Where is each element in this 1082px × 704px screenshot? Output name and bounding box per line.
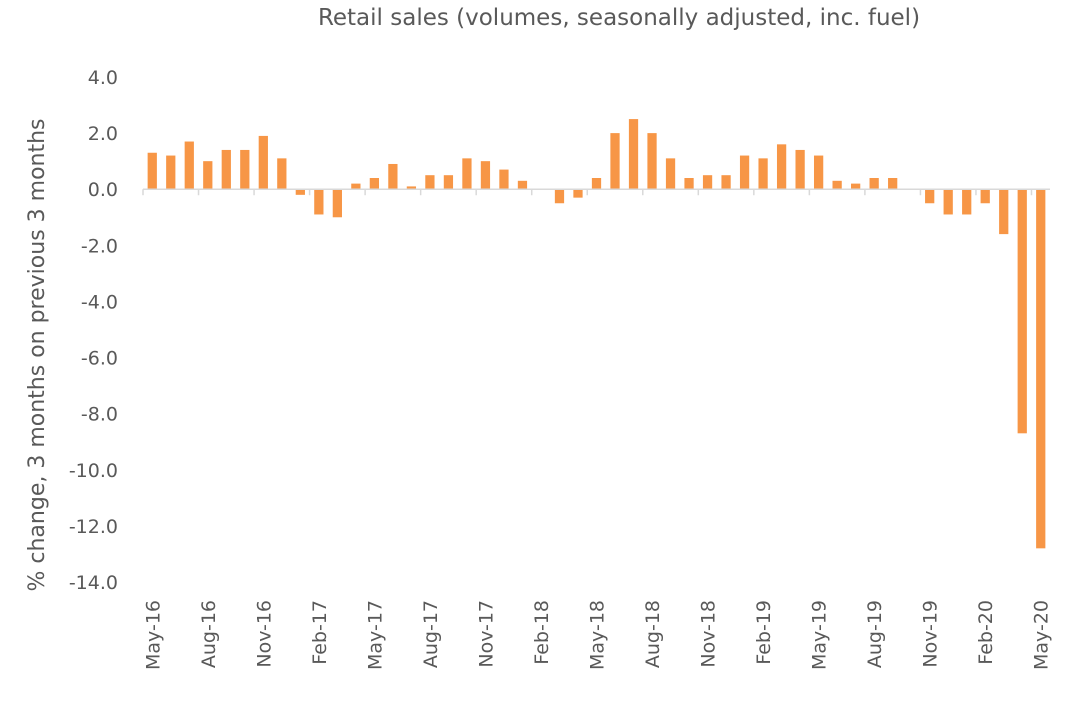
bar-aug-19 — [869, 178, 879, 190]
bar-feb-20 — [980, 189, 990, 204]
x-tick-label: Nov-17 — [475, 600, 497, 668]
x-tick-label: Nov-18 — [698, 600, 720, 668]
bar-apr-17 — [351, 183, 361, 190]
x-tick-label: May-16 — [142, 600, 164, 670]
bar-aug-18 — [647, 133, 657, 190]
y-tick-label: 4.0 — [88, 67, 118, 89]
bar-jun-18 — [610, 133, 620, 190]
bar-feb-17 — [314, 189, 324, 215]
bar-jan-20 — [962, 189, 972, 215]
bar-feb-19 — [758, 158, 768, 190]
chart-title: Retail sales (volumes, seasonally adjust… — [318, 5, 920, 31]
bar-apr-20 — [1017, 189, 1027, 434]
x-tick-label: Nov-16 — [253, 600, 275, 668]
bar-nov-17 — [480, 161, 491, 190]
bar-sep-19 — [888, 178, 898, 190]
bar-nov-16 — [258, 135, 268, 190]
bar-oct-17 — [462, 158, 472, 190]
bar-apr-18 — [573, 189, 583, 198]
bar-jan-18 — [517, 180, 528, 190]
bar-jul-17 — [406, 186, 417, 190]
x-tick-label: Feb-19 — [753, 600, 775, 665]
x-tick-label: May-19 — [809, 600, 831, 670]
y-tick-label: 0.0 — [88, 179, 118, 201]
bar-oct-16 — [240, 149, 250, 190]
bar-may-20 — [1036, 189, 1046, 549]
bar-dec-19 — [943, 189, 953, 215]
y-tick-label: -10.0 — [69, 460, 118, 482]
x-tick-label: May-20 — [1031, 600, 1053, 670]
x-tick-label: Nov-19 — [920, 600, 942, 668]
bar-mar-19 — [776, 144, 787, 190]
y-axis-ticks: 4.0 2.0 0.0 -2.0 -4.0 -6.0 -8.0 -10.0 -12.0 -14.0 — [69, 67, 118, 594]
bar-mar-20 — [999, 189, 1009, 235]
bar-dec-17 — [499, 169, 509, 190]
x-tick-label: Feb-17 — [309, 600, 331, 665]
y-tick-label: -14.0 — [69, 572, 118, 594]
bar-aug-17 — [425, 175, 435, 190]
bar-sep-16 — [221, 149, 231, 190]
bar-sep-17 — [443, 175, 454, 190]
x-tick-label: Aug-19 — [864, 600, 886, 668]
y-tick-label: -4.0 — [81, 291, 118, 313]
bar-may-19 — [813, 155, 824, 190]
y-tick-label: -8.0 — [81, 404, 118, 426]
bar-oct-18 — [684, 178, 694, 190]
bar-nov-19 — [925, 189, 935, 204]
bar-jul-18 — [628, 119, 639, 190]
bar-mar-18 — [554, 189, 565, 204]
bar-jan-19 — [739, 155, 750, 190]
y-tick-label: 2.0 — [88, 123, 118, 145]
x-tick-label: Aug-16 — [198, 600, 220, 668]
bar-apr-19 — [795, 149, 805, 190]
bar-dec-16 — [277, 158, 287, 190]
bar-aug-16 — [203, 161, 213, 190]
y-tick-label: -2.0 — [81, 235, 118, 257]
bar-mar-17 — [332, 189, 342, 218]
bar-jan-17 — [295, 189, 305, 195]
x-tick-label: Feb-18 — [531, 600, 553, 665]
bar-jul-16 — [184, 141, 194, 190]
bar-jun-19 — [832, 180, 842, 190]
bar-may-17 — [369, 178, 380, 190]
bar-jun-16 — [166, 155, 176, 190]
bar-dec-18 — [721, 175, 731, 190]
x-axis-ticks: May-16 Aug-16 Nov-16 Feb-17 May-17 Aug-17 Nov-… — [142, 189, 1053, 670]
y-tick-label: -6.0 — [81, 348, 118, 370]
x-tick-label: Feb-20 — [975, 600, 997, 665]
x-tick-label: Aug-18 — [642, 600, 664, 668]
bar-nov-18 — [702, 175, 713, 190]
bar-sep-18 — [665, 158, 676, 190]
bar-may-18 — [591, 178, 602, 190]
x-tick-label: Aug-17 — [420, 600, 442, 668]
y-tick-label: -12.0 — [69, 516, 118, 538]
x-tick-label: May-17 — [364, 600, 386, 670]
bar-jun-17 — [388, 163, 398, 190]
x-tick-label: May-18 — [587, 600, 609, 670]
bar-jul-19 — [851, 183, 861, 190]
bars — [147, 119, 1046, 549]
y-axis-label: % change, 3 months on previous 3 months — [25, 119, 50, 592]
bar-may-16 — [147, 152, 157, 190]
